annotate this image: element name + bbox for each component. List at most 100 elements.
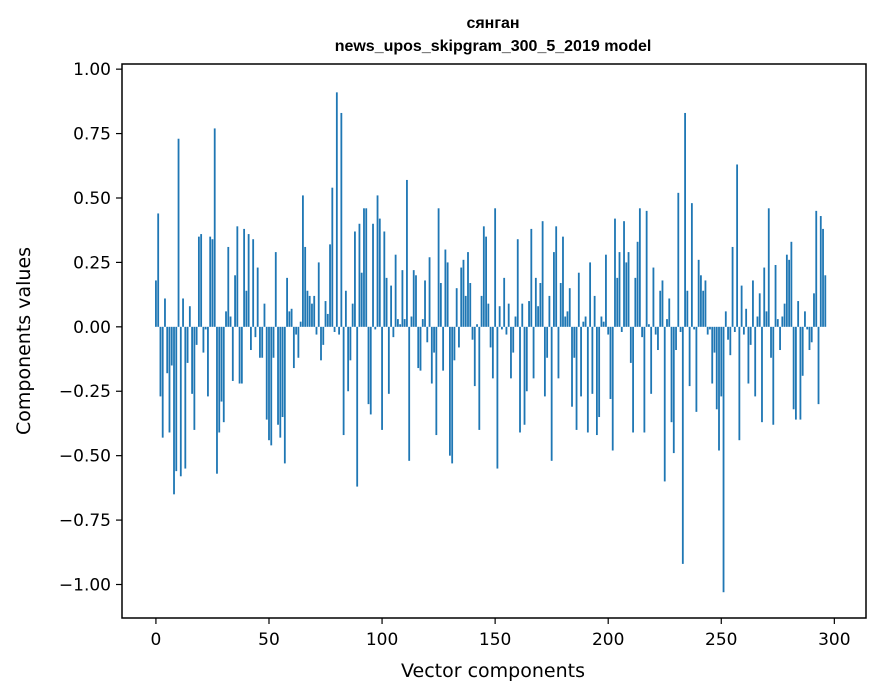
bar-143 — [478, 326, 481, 430]
bar-193 — [591, 326, 594, 394]
bar-126 — [439, 283, 442, 327]
bar-167 — [532, 326, 535, 379]
bar-37 — [238, 326, 241, 384]
plot-frame — [121, 63, 867, 619]
bar-191 — [586, 326, 589, 433]
bar-261 — [745, 308, 748, 327]
bar-67 — [306, 290, 309, 327]
bar-207 — [623, 221, 625, 327]
bar-144 — [480, 295, 483, 327]
bar-202 — [611, 326, 614, 451]
x-tick-label-200: 200 — [592, 630, 624, 650]
bar-208 — [625, 262, 628, 327]
bar-62 — [295, 326, 298, 335]
bar-251 — [722, 326, 725, 593]
bar-104 — [390, 285, 393, 327]
bar-53 — [274, 252, 277, 327]
bar-188 — [580, 326, 582, 397]
x-tick-label-300: 300 — [818, 630, 850, 650]
bar-36 — [236, 226, 239, 327]
bar-48 — [263, 303, 266, 327]
bar-214 — [638, 208, 641, 327]
bar-292 — [815, 210, 818, 327]
bar-218 — [648, 324, 650, 327]
x-tick-label-150: 150 — [479, 630, 511, 650]
y-tick-label-4: 0.00 — [73, 318, 111, 338]
bar-121 — [428, 257, 431, 327]
bar-171 — [541, 221, 544, 327]
bar-75 — [324, 301, 327, 327]
bar-122 — [430, 326, 433, 384]
bar-88 — [354, 231, 356, 327]
bar-215 — [641, 326, 644, 338]
chart-title: сянган — [466, 15, 519, 32]
bar-280 — [788, 259, 791, 327]
bar-128 — [444, 249, 447, 327]
bar-79 — [333, 326, 336, 332]
bar-156 — [507, 303, 510, 327]
bar-279 — [785, 254, 788, 327]
bar-177 — [555, 226, 558, 327]
bar-195 — [595, 326, 598, 436]
bar-260 — [742, 326, 745, 335]
bar-217 — [645, 210, 648, 327]
bar-179 — [559, 283, 562, 327]
bar-142 — [476, 324, 478, 327]
bar-64 — [299, 321, 302, 327]
bar-13 — [184, 326, 187, 469]
bar-196 — [598, 326, 601, 418]
bar-40 — [245, 290, 248, 327]
bar-284 — [797, 301, 800, 327]
bar-11 — [179, 326, 182, 477]
bar-74 — [322, 326, 325, 345]
bar-103 — [387, 326, 390, 394]
bar-12 — [182, 298, 184, 327]
bar-286 — [801, 326, 804, 376]
bar-257 — [736, 164, 739, 327]
bar-147 — [487, 303, 490, 327]
bar-209 — [627, 252, 630, 327]
bar-33 — [229, 316, 232, 327]
bar-55 — [279, 326, 282, 438]
bar-227 — [668, 298, 671, 327]
y-axis: 1.00 0.75 0.50 0.25 0.00 −0.25 −0.50 −0.75 −1.00 — [59, 60, 122, 596]
x-tick-label-250: 250 — [705, 630, 737, 650]
bar-271 — [767, 208, 770, 327]
bar-108 — [399, 324, 402, 327]
bar-119 — [424, 280, 426, 327]
bar-283 — [794, 326, 797, 420]
bar-0 — [155, 280, 157, 327]
bar-124 — [435, 326, 438, 436]
bar-245 — [709, 326, 711, 330]
bar-189 — [582, 321, 585, 327]
bar-248 — [715, 326, 718, 410]
bar-230 — [675, 326, 677, 351]
bar-178 — [557, 326, 560, 379]
bar-254 — [729, 326, 732, 356]
bar-72 — [317, 262, 320, 327]
chart-subtitle: news_upos_skipgram_300_5_2019 model — [335, 38, 652, 55]
bar-182 — [566, 311, 569, 327]
bar-152 — [498, 306, 501, 327]
bar-3 — [161, 326, 164, 438]
bar-99 — [378, 218, 381, 327]
bar-239 — [695, 326, 698, 412]
y-tick-label-5: −0.25 — [59, 382, 111, 402]
bar-77 — [329, 244, 331, 327]
bar-226 — [666, 319, 668, 327]
bar-136 — [462, 259, 465, 327]
bar-237 — [690, 203, 693, 327]
bar-39 — [243, 228, 246, 327]
bar-51 — [270, 326, 273, 446]
bar-232 — [679, 326, 682, 332]
bar-206 — [620, 326, 623, 332]
bar-235 — [686, 290, 689, 327]
bar-111 — [406, 179, 408, 327]
x-axis-label: Vector components — [401, 660, 585, 682]
bar-43 — [252, 239, 255, 327]
bar-243 — [704, 280, 707, 327]
bar-282 — [792, 326, 795, 410]
bar-233 — [681, 326, 684, 564]
bar-42 — [250, 326, 252, 351]
